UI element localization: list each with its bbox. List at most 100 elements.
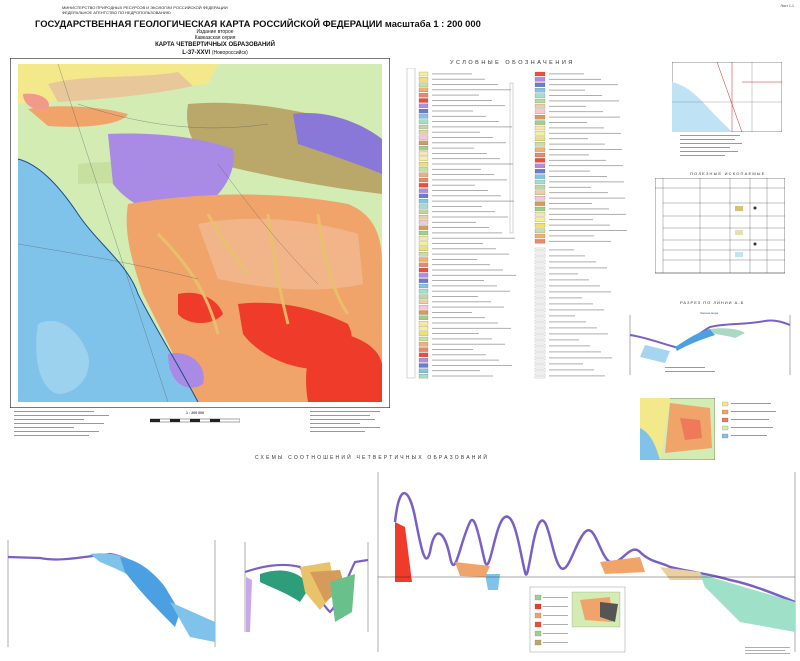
legend-swatch: [418, 93, 429, 98]
agency-line: ФЕДЕРАЛЬНОЕ АГЕНТСТВО ПО НЕДРОПОЛЬЗОВАНИ…: [62, 10, 171, 15]
legend-swatch: [534, 179, 546, 185]
credits-left: [14, 411, 109, 436]
legend-swatch: [418, 220, 429, 225]
legend-swatch: [534, 147, 546, 152]
index-map: [672, 62, 782, 132]
legend-swatch: [418, 358, 429, 363]
corner-sheet-id: Лист 1-1: [780, 4, 794, 8]
legend-swatch: [418, 114, 429, 119]
sheet-code-text: L-37-XXVI: [182, 50, 211, 56]
legend-swatch: [418, 352, 429, 357]
geological-map[interactable]: [10, 58, 390, 408]
legend-swatch: [418, 108, 429, 114]
legend-swatch: [534, 142, 546, 147]
legend-swatch: [418, 82, 429, 87]
legend-swatch: [418, 135, 429, 140]
legend-swatch: [418, 167, 429, 172]
map-title: ГОСУДАРСТВЕННАЯ ГЕОЛОГИЧЕСКАЯ КАРТА РОСС…: [35, 18, 481, 29]
legend-swatch: [418, 140, 429, 146]
legend-swatch: [534, 228, 546, 233]
legend-swatch: [418, 177, 429, 183]
legend-swatch: [418, 336, 429, 342]
map-scale-label: 1 : 200 000: [186, 411, 205, 415]
legend-swatch: [534, 185, 546, 190]
legend-swatch: [418, 294, 429, 299]
fossil-table-title: ПОЛЕЗНЫЕ ИСКОПАЕМЫЕ: [690, 171, 766, 176]
legend-swatch: [534, 233, 546, 239]
correlation-schemes: [7, 472, 796, 654]
legend-panel: [406, 68, 627, 379]
scheme-1-profile: [7, 552, 216, 642]
legend-swatch: [534, 125, 546, 131]
legend-swatch: [418, 368, 429, 373]
legend-swatch: [418, 87, 429, 92]
legend-swatch: [418, 71, 429, 77]
legend-swatch: [534, 158, 546, 163]
legend-swatch: [418, 326, 429, 331]
legend-swatch: [418, 124, 429, 130]
scheme-3-red-layer: [395, 522, 412, 582]
legend-swatch: [534, 196, 546, 201]
legend-swatch: [418, 363, 429, 368]
credits-right: [310, 411, 380, 432]
legend-swatch: [534, 152, 546, 158]
legend-swatch: [418, 347, 429, 352]
legend-swatch: [418, 77, 429, 82]
legend-swatch: [418, 183, 429, 188]
legend-swatch: [418, 103, 429, 108]
legend-swatch: [418, 193, 429, 199]
legend-swatch: [534, 190, 546, 195]
fossil-table: [655, 178, 785, 274]
legend-swatch: [418, 268, 429, 273]
legend-swatch: [534, 93, 546, 98]
legend-swatch: [418, 98, 429, 103]
legend-swatch: [534, 98, 546, 104]
ministry-line: МИНИСТЕРСТВО ПРИРОДНЫХ РЕСУРСОВ И ЭКОЛОГ…: [62, 5, 228, 10]
legend-swatch: [418, 130, 429, 135]
legend-swatch: [418, 188, 429, 193]
legend-swatch: [534, 223, 546, 228]
legend-swatch: [534, 169, 546, 174]
legend-swatch: [534, 206, 546, 212]
legend-swatch: [534, 88, 546, 93]
tectonic-scheme-legend: [722, 401, 776, 439]
legend-swatch: [418, 119, 429, 124]
section-title: РАЗРЕЗ ПО ЛИНИИ А-Б: [680, 300, 745, 305]
legend-swatch: [418, 246, 429, 251]
legend-swatch: [534, 71, 546, 77]
ministry-header: МИНИСТЕРСТВО ПРИРОДНЫХ РЕСУРСОВ И ЭКОЛОГ…: [62, 5, 362, 15]
legend-swatch: [418, 225, 429, 230]
schemes-title: СХЕМЫ СООТНОШЕНИЙ ЧЕТВЕРТИЧНЫХ ОБРАЗОВАН…: [255, 455, 490, 461]
legend-swatch: [418, 315, 429, 320]
legend-swatch: [534, 136, 546, 141]
edition-label: Издание второе: [196, 29, 234, 35]
legend-swatch: [534, 217, 546, 222]
legend-swatch: [534, 109, 546, 114]
legend-swatch: [418, 156, 429, 161]
legend-swatch: [418, 252, 429, 257]
legend-swatch: [418, 305, 429, 310]
legend-swatch: [418, 273, 429, 278]
legend-swatch: [418, 289, 429, 294]
legend-swatch: [418, 299, 429, 304]
legend-swatch: [418, 257, 429, 262]
legend-swatch: [534, 104, 546, 109]
legend-swatch: [534, 212, 546, 217]
legend-swatch: [418, 331, 429, 336]
legend-title: УСЛОВНЫЕ ОБОЗНАЧЕНИЯ: [450, 60, 575, 66]
legend-swatch: [418, 262, 429, 267]
legend-swatch: [418, 215, 429, 220]
series-label: Кавказская серия: [194, 35, 236, 41]
legend-swatch: [534, 131, 546, 136]
index-map-notes: [680, 135, 742, 156]
legend-swatch: [418, 146, 429, 151]
scale-bar: [150, 418, 240, 423]
legend-swatch: [534, 82, 546, 87]
legend-swatch: [418, 241, 429, 246]
sheet-name: (Новороссийск): [211, 50, 248, 56]
legend-swatch: [534, 174, 546, 179]
scheme-3-profile: [393, 492, 796, 604]
cross-section: [629, 315, 791, 375]
legend-swatch: [418, 199, 429, 204]
legend-swatch: [534, 201, 546, 206]
